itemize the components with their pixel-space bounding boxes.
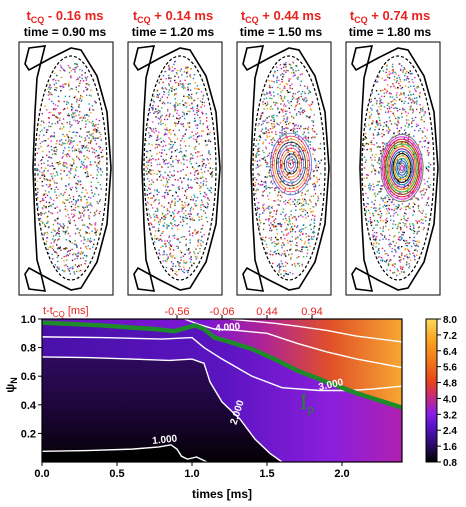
colorbar-tick-label: 5.6 [443, 363, 457, 374]
top-tick-label: 0.44 [256, 306, 277, 318]
x-tick-label: 1.5 [259, 468, 274, 480]
top-tick-label: 0.94 [301, 306, 322, 318]
poincare-panel [18, 41, 114, 296]
current-profile-line [42, 320, 402, 410]
colorbar-tick-label: 0.8 [443, 458, 457, 469]
panel-time-label: time = 1.80 ms [349, 25, 432, 39]
contour-label: 4.000 [215, 321, 241, 334]
x-axis-label: times [ms] [192, 487, 252, 501]
y-tick-label: 0.4 [21, 400, 37, 412]
separatrix [361, 55, 435, 281]
panel-tcq-label: tCQ - 0.16 ms [26, 8, 103, 25]
y-tick-label: 1.0 [21, 314, 36, 326]
colorbar-tick-label: 7.2 [443, 331, 457, 342]
contour-line [42, 356, 283, 462]
top-tick-label: -0.06 [209, 306, 234, 318]
separatrix [143, 55, 217, 281]
colorbar [425, 318, 438, 463]
y-tick-label: 0.6 [21, 371, 36, 383]
y-tick-label: 0.2 [21, 428, 36, 440]
cool-core [42, 356, 282, 462]
colorbar-tick-label: 8.0 [443, 315, 457, 326]
contour-line [229, 319, 402, 343]
vessel-wall [133, 45, 221, 292]
panel-time-label: time = 1.50 ms [240, 25, 323, 39]
colorbar-tick-label: 6.4 [443, 347, 457, 358]
vessel-wall [242, 45, 330, 292]
contour-label: 1.000 [152, 433, 178, 447]
contour-label: 3.000 [318, 377, 345, 393]
panel-time-label: time = 0.90 ms [24, 25, 107, 39]
top-tick-label: -0.56 [164, 306, 189, 318]
poincare-panel [236, 41, 332, 296]
coldest-region [42, 444, 207, 462]
contour-line [42, 444, 208, 462]
separatrix [34, 55, 108, 281]
y-tick-label: 0.8 [21, 343, 36, 355]
colorbar-tick-label: 4.8 [443, 379, 457, 390]
hot-band [42, 319, 402, 408]
colorbar-tick-label: 3.2 [443, 410, 457, 421]
colorbar-tick-label: 4.0 [443, 394, 457, 405]
poincare-panel [345, 41, 441, 296]
panel-tcq-label: tCQ + 0.74 ms [350, 8, 430, 25]
separatrix [252, 55, 326, 281]
core-surfaces [380, 133, 424, 203]
poincare-panel [127, 41, 223, 296]
colorbar-tick-label: 2.4 [443, 426, 457, 437]
island-structure [270, 132, 312, 196]
panel-time-label: time = 1.20 ms [132, 25, 215, 39]
x-tick-label: 1.0 [184, 468, 199, 480]
y-axis-label: ψN [3, 377, 19, 393]
panel-tcq-label: tCQ + 0.44 ms [241, 8, 321, 25]
x-tick-label: 0.5 [109, 468, 124, 480]
vessel-wall [24, 45, 112, 292]
x-tick-label: 2.0 [334, 468, 349, 480]
contour-line [184, 319, 402, 369]
vessel-wall [351, 45, 439, 292]
colorbar-tick-label: 1.6 [443, 442, 457, 453]
current-label: Ip [300, 389, 314, 416]
top-axis-label: t-tCQ [ms] [43, 305, 89, 319]
panel-tcq-label: tCQ + 0.14 ms [133, 8, 213, 25]
x-tick-label: 0.0 [34, 468, 49, 480]
